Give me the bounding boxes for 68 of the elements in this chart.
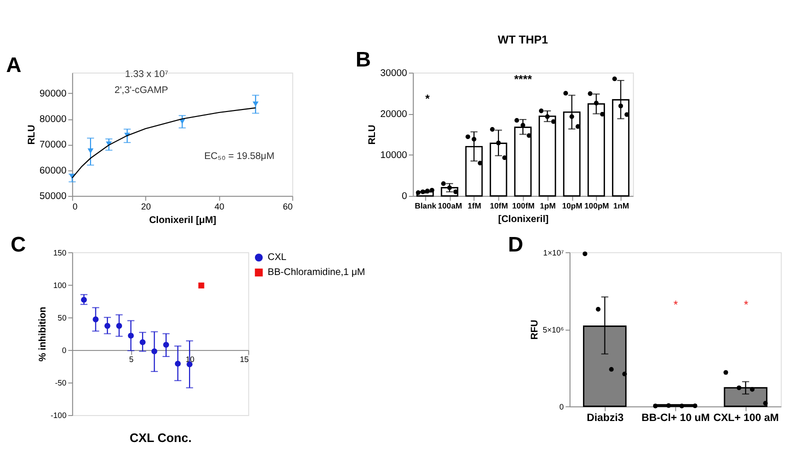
y-tick-label: 90000 (40, 88, 66, 100)
x-tick-label: 100aM (438, 202, 462, 211)
y-axis-title: RLU (366, 124, 378, 145)
y-tick-label: 0 (559, 402, 564, 412)
annotation: EC₅₀ = 19.58μM (204, 150, 274, 162)
text: A (6, 54, 22, 77)
y-tick-label: 60000 (40, 165, 66, 176)
point (151, 348, 158, 354)
y-axis-title: % inhibition (37, 306, 48, 362)
x-axis-title: CXL Conc. (130, 430, 192, 445)
y-tick-label: 1×10⁷ (543, 248, 564, 258)
annotation: * (673, 300, 678, 312)
x-tick-label: 1pM (540, 202, 556, 211)
y-tick-label: -50 (55, 378, 68, 388)
x-tick-label: Blank (414, 202, 437, 211)
x-tick-label: 5 (129, 354, 134, 364)
x-tick-label: Diabzi3 (586, 412, 624, 424)
y-tick-label: 100 (53, 280, 68, 290)
y-tick-label: -100 (50, 411, 68, 420)
x-tick-label: 10pM (562, 202, 583, 211)
x-tick-label: 1nM (613, 202, 630, 211)
x-axis-title: [Clonixeril] (498, 214, 549, 225)
text: D (508, 233, 524, 256)
x-tick-label: 100pM (584, 202, 610, 211)
y-tick-label: 150 (53, 248, 68, 258)
legend-label: BB-Chloramidine,1 μM (268, 267, 366, 278)
y-tick-label: 50 (58, 313, 68, 322)
x-tick-label: CXL+ 100 aM (713, 412, 779, 424)
point (92, 316, 99, 322)
annotation: 1.33 x 10⁷ (125, 69, 169, 80)
point (128, 332, 134, 339)
point (174, 360, 181, 367)
point (198, 282, 204, 288)
point (80, 296, 87, 303)
y-axis-title: RLU (26, 124, 38, 145)
annotation: * (425, 94, 430, 106)
x-tick-label: 20 (141, 202, 151, 212)
x-tick-label: 60 (282, 202, 293, 212)
point (116, 322, 122, 329)
x-tick-label: BB-Cl+ 10 uM (642, 412, 710, 424)
annotation: **** (514, 74, 532, 86)
y-tick-label: 30000 (380, 68, 408, 79)
y-tick-label: 80000 (40, 114, 66, 125)
y-tick-label: 50000 (40, 191, 66, 202)
y-axis-title: RFU (529, 320, 540, 340)
y-tick-label: 5×10⁶ (542, 325, 564, 334)
chart-title: WT THP1 (498, 34, 549, 47)
annotation: * (744, 300, 749, 312)
text: C (10, 233, 26, 256)
y-tick-label: 20000 (380, 108, 408, 120)
x-tick-label: 100fM (512, 202, 535, 211)
x-tick-label: 15 (240, 354, 250, 364)
text: B (356, 48, 371, 72)
x-tick-label: 1fM (468, 202, 482, 211)
x-tick-label: 0 (72, 202, 78, 212)
x-axis-title: Clonixeril [μM] (149, 214, 216, 226)
y-tick-label: 0 (402, 191, 408, 202)
point (140, 339, 146, 346)
y-tick-label: 10000 (380, 150, 408, 161)
legend-label: CXL (268, 252, 288, 264)
y-tick-label: 0 (62, 346, 68, 356)
point (163, 342, 170, 348)
y-tick-label: 70000 (40, 140, 66, 151)
x-tick-label: 10fM (490, 202, 508, 211)
point (104, 322, 110, 329)
annotation: 2',3'-cGAMP (114, 84, 168, 96)
x-tick-label: 40 (214, 202, 224, 212)
bar (538, 116, 556, 197)
